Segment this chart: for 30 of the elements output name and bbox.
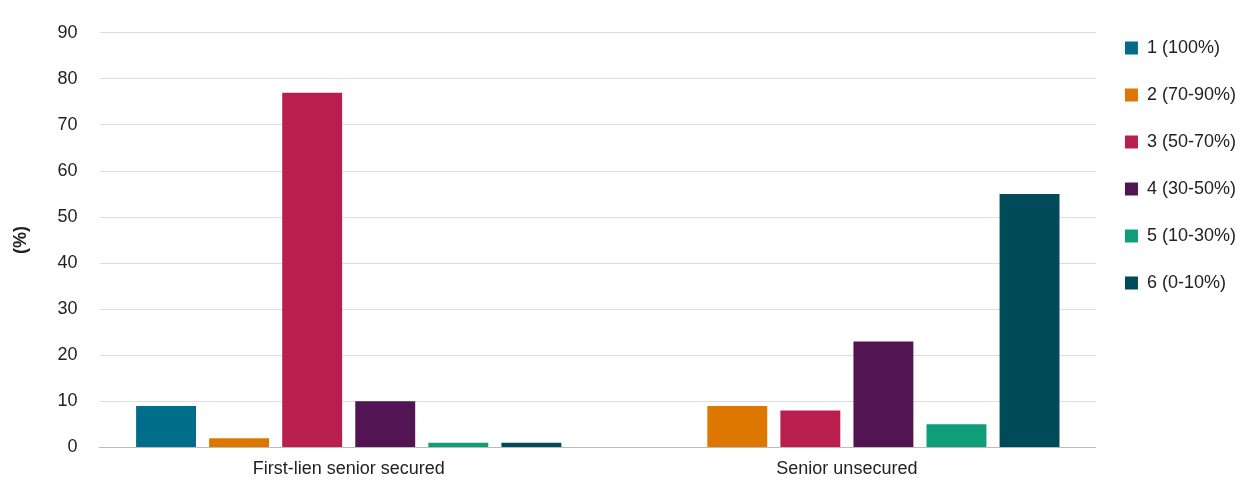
bar — [282, 92, 343, 447]
bar — [999, 194, 1060, 447]
bar — [355, 401, 416, 447]
bar — [926, 424, 987, 447]
y-tick-label: 80 — [57, 67, 78, 88]
legend-label: 2 (70-90%) — [1146, 83, 1236, 104]
y-tick-label: 40 — [57, 252, 78, 273]
legend-label: 5 (10-30%) — [1146, 224, 1236, 245]
y-tick-label: 90 — [57, 21, 78, 42]
bar — [428, 442, 489, 447]
y-tick-label: 0 — [67, 436, 78, 457]
legend-label: 6 (0-10%) — [1146, 271, 1226, 292]
bar — [853, 341, 914, 447]
legend-label: 4 (30-50%) — [1146, 177, 1236, 198]
x-tick-label: Senior unsecured — [776, 458, 918, 479]
y-axis-title: (%) — [9, 226, 30, 255]
bar — [209, 438, 270, 447]
y-tick-label: 50 — [57, 206, 78, 227]
y-tick-label: 10 — [57, 390, 78, 411]
y-tick-label: 60 — [57, 159, 78, 180]
y-tick-label: 20 — [57, 344, 78, 365]
bar — [780, 410, 841, 447]
legend-label: 3 (50-70%) — [1146, 130, 1236, 151]
bar — [136, 405, 196, 447]
bar — [501, 442, 562, 447]
legend-label: 1 (100%) — [1146, 36, 1220, 57]
y-tick-label: 70 — [57, 113, 78, 134]
bar — [707, 405, 768, 447]
x-tick-label: First-lien senior secured — [252, 458, 445, 479]
y-tick-label: 30 — [57, 298, 78, 319]
